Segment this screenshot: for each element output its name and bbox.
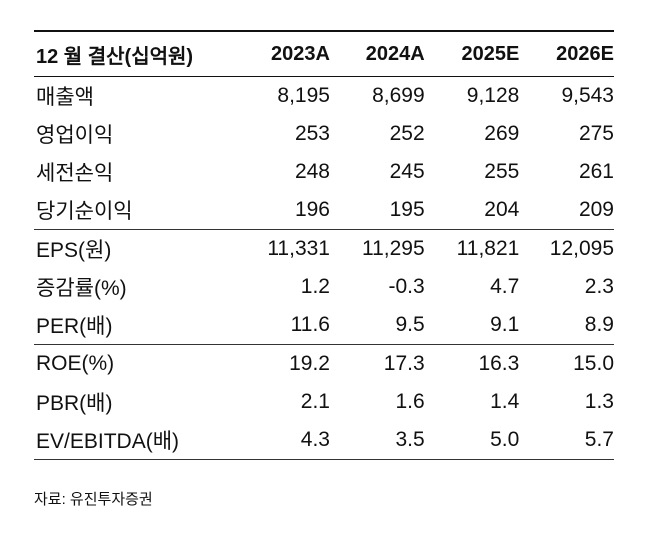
source-note: 자료: 유진투자증권 <box>34 491 153 508</box>
row-value: 195 <box>389 198 425 221</box>
row-value: 9.5 <box>395 313 425 336</box>
row-label: PER(배) <box>36 315 113 338</box>
row-value: 253 <box>294 122 330 145</box>
row-value: 12,095 <box>549 237 614 260</box>
row-value: -0.3 <box>388 275 425 298</box>
row-value: 17.3 <box>383 352 425 375</box>
row-value: 204 <box>484 198 520 221</box>
row-label: EPS(원) <box>36 239 112 262</box>
row-value: 252 <box>389 122 425 145</box>
row-value: 9.1 <box>490 313 520 336</box>
row-value: 2.1 <box>300 390 330 413</box>
table-row: EPS(원) 11,331 11,295 11,821 12,095 <box>34 230 614 268</box>
row-label: 세전손익 <box>36 162 114 185</box>
row-value: 3.5 <box>395 428 425 451</box>
top-rule <box>34 30 614 32</box>
row-value: 255 <box>484 160 520 183</box>
row-value: 8.9 <box>584 313 614 336</box>
header-row: 12 월 결산(십억원) 2023A 2024A 2025E 2026E <box>34 32 614 77</box>
row-value: 1.4 <box>490 390 520 413</box>
row-value: 9,543 <box>561 84 614 107</box>
row-value: 9,128 <box>466 84 520 107</box>
header-label: 12 월 결산(십억원) <box>36 45 194 68</box>
row-value: 1.2 <box>300 275 330 298</box>
table-row: PBR(배) 2.1 1.6 1.4 1.3 <box>34 383 614 421</box>
table-row: 세전손익 248 245 255 261 <box>34 153 614 191</box>
row-value: 11,331 <box>267 237 330 260</box>
header-year: 2023A <box>271 42 330 65</box>
row-value: 11,821 <box>456 237 520 260</box>
row-value: 5.0 <box>490 428 520 451</box>
row-group-income: 매출액 8,195 8,699 9,128 9,543 영업이익 253 252… <box>34 77 614 230</box>
row-label: 영업이익 <box>36 124 114 147</box>
row-label: PBR(배) <box>36 392 113 415</box>
table-row: 매출액 8,195 8,699 9,128 9,543 <box>34 77 614 115</box>
row-value: 8,195 <box>277 84 330 107</box>
table-row: 증감률(%) 1.2 -0.3 4.7 2.3 <box>34 268 614 306</box>
row-value: 261 <box>578 160 614 183</box>
row-group-valuation: ROE(%) 19.2 17.3 16.3 15.0 PBR(배) 2.1 1.… <box>34 345 614 460</box>
table-row: 영업이익 253 252 269 275 <box>34 115 614 153</box>
row-value: 209 <box>578 198 614 221</box>
row-label: 당기순이익 <box>36 200 133 223</box>
row-label: EV/EBITDA(배) <box>36 430 180 453</box>
row-value: 248 <box>294 160 330 183</box>
header-year: 2024A <box>365 42 425 65</box>
financial-summary-table: 12 월 결산(십억원) 2023A 2024A 2025E 2026E 매출액… <box>34 30 614 460</box>
table-row: PER(배) 11.6 9.5 9.1 8.9 <box>34 306 614 344</box>
row-group-per-share: EPS(원) 11,331 11,295 11,821 12,095 증감률(%… <box>34 230 614 345</box>
table-row: 당기순이익 196 195 204 209 <box>34 191 614 229</box>
row-value: 1.6 <box>395 390 425 413</box>
row-label: 증감률(%) <box>36 277 127 300</box>
table-row: ROE(%) 19.2 17.3 16.3 15.0 <box>34 345 614 383</box>
row-label: ROE(%) <box>36 352 115 375</box>
row-value: 19.2 <box>289 352 330 375</box>
header-year: 2026E <box>556 42 614 65</box>
row-value: 11.6 <box>290 313 330 336</box>
row-value: 15.0 <box>573 352 614 375</box>
row-value: 16.3 <box>478 352 520 375</box>
row-value: 196 <box>294 198 330 221</box>
row-value: 269 <box>484 122 520 145</box>
row-value: 8,699 <box>372 84 425 107</box>
row-value: 275 <box>578 122 614 145</box>
row-value: 5.7 <box>584 428 614 451</box>
row-value: 4.3 <box>300 428 330 451</box>
row-value: 4.7 <box>490 275 520 298</box>
row-label: 매출액 <box>36 86 94 109</box>
header-year: 2025E <box>461 42 520 65</box>
row-value: 2.3 <box>584 275 614 298</box>
row-value: 1.3 <box>584 390 614 413</box>
row-value: 245 <box>389 160 425 183</box>
table-row: EV/EBITDA(배) 4.3 3.5 5.0 5.7 <box>34 421 614 459</box>
row-value: 11,295 <box>361 237 425 260</box>
